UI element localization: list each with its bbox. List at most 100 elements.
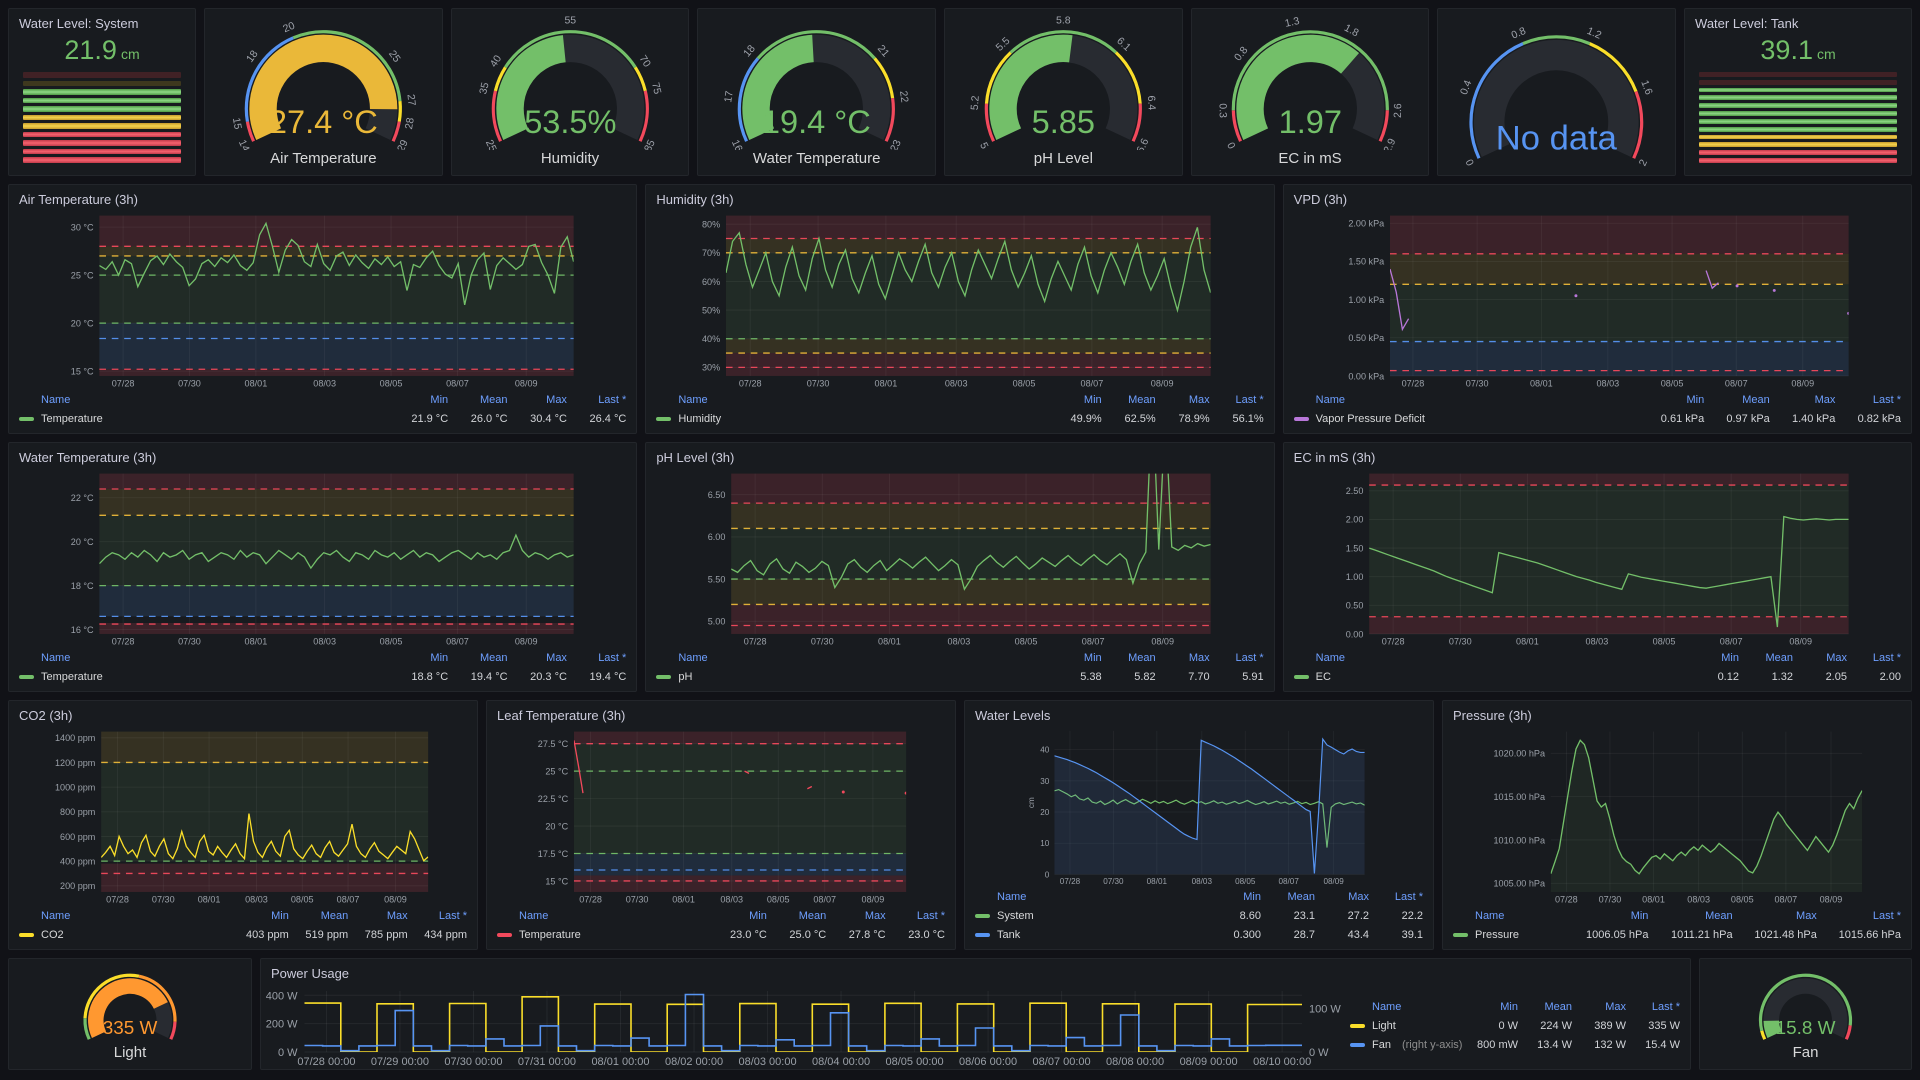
legend-header-min[interactable]: Min (1243, 890, 1261, 903)
legend-header-max[interactable]: Max (1796, 909, 1817, 922)
water-level-tank-value: 39.1 cm (1685, 33, 1911, 70)
legend-header-max[interactable]: Max (1348, 890, 1369, 903)
legend-header-min[interactable]: Min (430, 393, 449, 406)
water-temperature-chart-canvas[interactable]: 22 °C 20 °C 18 °C 16 °C 07/28 07/30 08/01 08/03… (9, 467, 636, 648)
x-axis-tick-label: 07/30 (178, 637, 201, 647)
legend-series-name[interactable]: Fan (right y-axis) (1350, 1039, 1464, 1051)
legend-header-name[interactable]: Name (1372, 1000, 1402, 1013)
legend-header-name[interactable]: Name (519, 909, 549, 922)
legend-header-name[interactable]: Name (41, 651, 71, 664)
leaf-temperature-chart-canvas[interactable]: 27.5 °C 25 °C 22.5 °C 20 °C 17.5 °C 15 °C 07/2… (487, 725, 955, 906)
co2-chart-canvas[interactable]: 1400 ppm 1200 ppm 1000 ppm 800 ppm 600 ppm 40… (9, 725, 477, 906)
legend-header-max[interactable]: Max (1188, 393, 1210, 406)
panel-title[interactable]: pH Level (3h) (656, 450, 735, 465)
legend-header-min[interactable]: Min (1630, 909, 1649, 922)
legend-header-min[interactable]: Min (1721, 651, 1739, 664)
legend-header-name[interactable]: Name (1315, 393, 1345, 406)
legend-series-name[interactable]: CO2 (19, 929, 229, 941)
legend-header-min[interactable]: Min (271, 909, 289, 922)
legend-header-min[interactable]: Min (749, 909, 767, 922)
gauge-tick-label: 14 (236, 138, 252, 150)
legend-header-last[interactable]: Last * (1394, 890, 1423, 903)
legend-header-max[interactable]: Max (546, 393, 567, 406)
legend-header-mean[interactable]: Mean (1544, 1000, 1572, 1013)
legend-header-min[interactable]: Min (1083, 651, 1102, 664)
panel-title[interactable]: EC in mS (3h) (1293, 450, 1376, 465)
panel-title[interactable]: CO2 (3h) (19, 708, 73, 723)
legend-header-last[interactable]: Last * (1872, 393, 1901, 406)
x-axis-tick-label: 08/03 (1687, 895, 1710, 905)
ec-chart-canvas[interactable]: 2.50 2.00 1.50 1.00 0.50 0.00 07/28 07/30 08/01 0… (1284, 467, 1911, 648)
legend-series-name[interactable]: Tank (975, 929, 1207, 941)
legend-header-last[interactable]: Last * (1872, 909, 1901, 922)
legend-header-mean[interactable]: Mean (480, 651, 508, 664)
vpd-chart-canvas[interactable]: 2.00 kPa 1.50 kPa 1.00 kPa 0.50 kPa 0.00 kPa… (1284, 209, 1911, 390)
legend-header-max[interactable]: Max (1826, 651, 1847, 664)
legend-header-mean[interactable]: Mean (1128, 651, 1156, 664)
panel-title[interactable]: Water Level: Tank (1695, 16, 1799, 31)
legend-header-name[interactable]: Name (41, 909, 71, 922)
legend-header-min[interactable]: Min (1686, 393, 1705, 406)
panel-title[interactable]: Pressure (3h) (1453, 708, 1532, 723)
panel-title[interactable]: Water Levels (975, 708, 1051, 723)
pressure-chart-canvas[interactable]: 1020.00 hPa 1015.00 hPa 1010.00 hPa 1005.00… (1443, 725, 1911, 906)
humidity-chart-canvas[interactable]: 80% 70% 60% 50% 40% 30% 07/28 07/30 08/01 08/03 08… (646, 209, 1273, 390)
legend-series-name[interactable]: Temperature (19, 413, 389, 425)
legend-header-last[interactable]: Last * (1235, 651, 1264, 664)
legend-series-name[interactable]: Humidity (656, 413, 1047, 425)
legend-header-mean[interactable]: Mean (1705, 909, 1733, 922)
panel-title[interactable]: Water Temperature (3h) (19, 450, 157, 465)
legend-series-name[interactable]: EC (1293, 671, 1685, 683)
legend-header-max[interactable]: Max (546, 651, 567, 664)
legend-header-max[interactable]: Max (1605, 1000, 1626, 1013)
legend-header-last[interactable]: Last * (598, 393, 627, 406)
panel-title[interactable]: Water Level: System (19, 16, 139, 31)
x-axis-tick-label: 07/28 (106, 895, 129, 905)
legend-header-mean[interactable]: Mean (1765, 651, 1793, 664)
legend-header-min[interactable]: Min (430, 651, 449, 664)
legend-header-last[interactable]: Last * (598, 651, 627, 664)
legend-header-mean[interactable]: Mean (1742, 393, 1770, 406)
legend-series-name[interactable]: pH (656, 671, 1047, 683)
legend-header-name[interactable]: Name (997, 890, 1027, 903)
legend-header-last[interactable]: Last * (916, 909, 945, 922)
legend-header-min[interactable]: Min (1083, 393, 1102, 406)
panel-title[interactable]: Leaf Temperature (3h) (497, 708, 626, 723)
legend-header-mean[interactable]: Mean (480, 393, 508, 406)
water-levels-chart-canvas[interactable]: 40 30 20 10 0 07/28 07/30 08/01 08/03 08/05 08/07 0… (965, 725, 1433, 887)
legend-header-mean[interactable]: Mean (798, 909, 827, 922)
legend-header-name[interactable]: Name (678, 393, 708, 406)
panel-title[interactable]: Air Temperature (3h) (19, 192, 138, 207)
legend-header-max[interactable]: Max (864, 909, 886, 922)
legend-header-name[interactable]: Name (1475, 909, 1505, 922)
legend-header-name[interactable]: Name (678, 651, 708, 664)
legend-header-name[interactable]: Name (41, 393, 71, 406)
legend-header-max[interactable]: Max (1188, 651, 1210, 664)
legend-series-name[interactable]: Light (1350, 1020, 1464, 1032)
legend-series-name[interactable]: Pressure (1453, 929, 1564, 941)
legend-header-max[interactable]: Max (386, 909, 408, 922)
legend-header-mean[interactable]: Mean (320, 909, 349, 922)
legend-series-name[interactable]: Vapor Pressure Deficit (1293, 413, 1639, 425)
legend-header-name[interactable]: Name (1315, 651, 1345, 664)
legend-header-max[interactable]: Max (1814, 393, 1836, 406)
air-temperature-chart-canvas[interactable]: 30 °C 25 °C 20 °C 15 °C 07/28 07/30 08/01 08/03… (9, 209, 636, 390)
panel-title[interactable]: Power Usage (271, 966, 350, 981)
legend-header-mean[interactable]: Mean (1128, 393, 1156, 406)
legend-series-name[interactable]: System (975, 910, 1207, 922)
legend-header-min[interactable]: Min (1500, 1000, 1518, 1013)
panel-title[interactable]: Humidity (3h) (656, 192, 734, 207)
panel-title[interactable]: VPD (3h) (1293, 192, 1348, 207)
legend-header-last[interactable]: Last * (438, 909, 467, 922)
legend-header-last[interactable]: Last * (1651, 1000, 1680, 1013)
x-axis-tick-label: 08/09 (862, 895, 885, 905)
ph-chart-canvas[interactable]: 6.50 6.00 5.50 5.00 07/28 07/30 08/01 08/03 08/0… (646, 467, 1273, 648)
legend-header-last[interactable]: Last * (1872, 651, 1901, 664)
legend-series-name[interactable]: Temperature (19, 671, 389, 683)
gauge-tick-label: 35 (477, 81, 491, 95)
panel-co2-chart: CO2 (3h) 1400 ppm 1200 ppm 1000 ppm 800 ppm… (8, 700, 478, 950)
legend-header-mean[interactable]: Mean (1287, 890, 1315, 903)
legend-series-name[interactable]: Temperature (497, 929, 707, 941)
legend-header-last[interactable]: Last * (1235, 393, 1264, 406)
